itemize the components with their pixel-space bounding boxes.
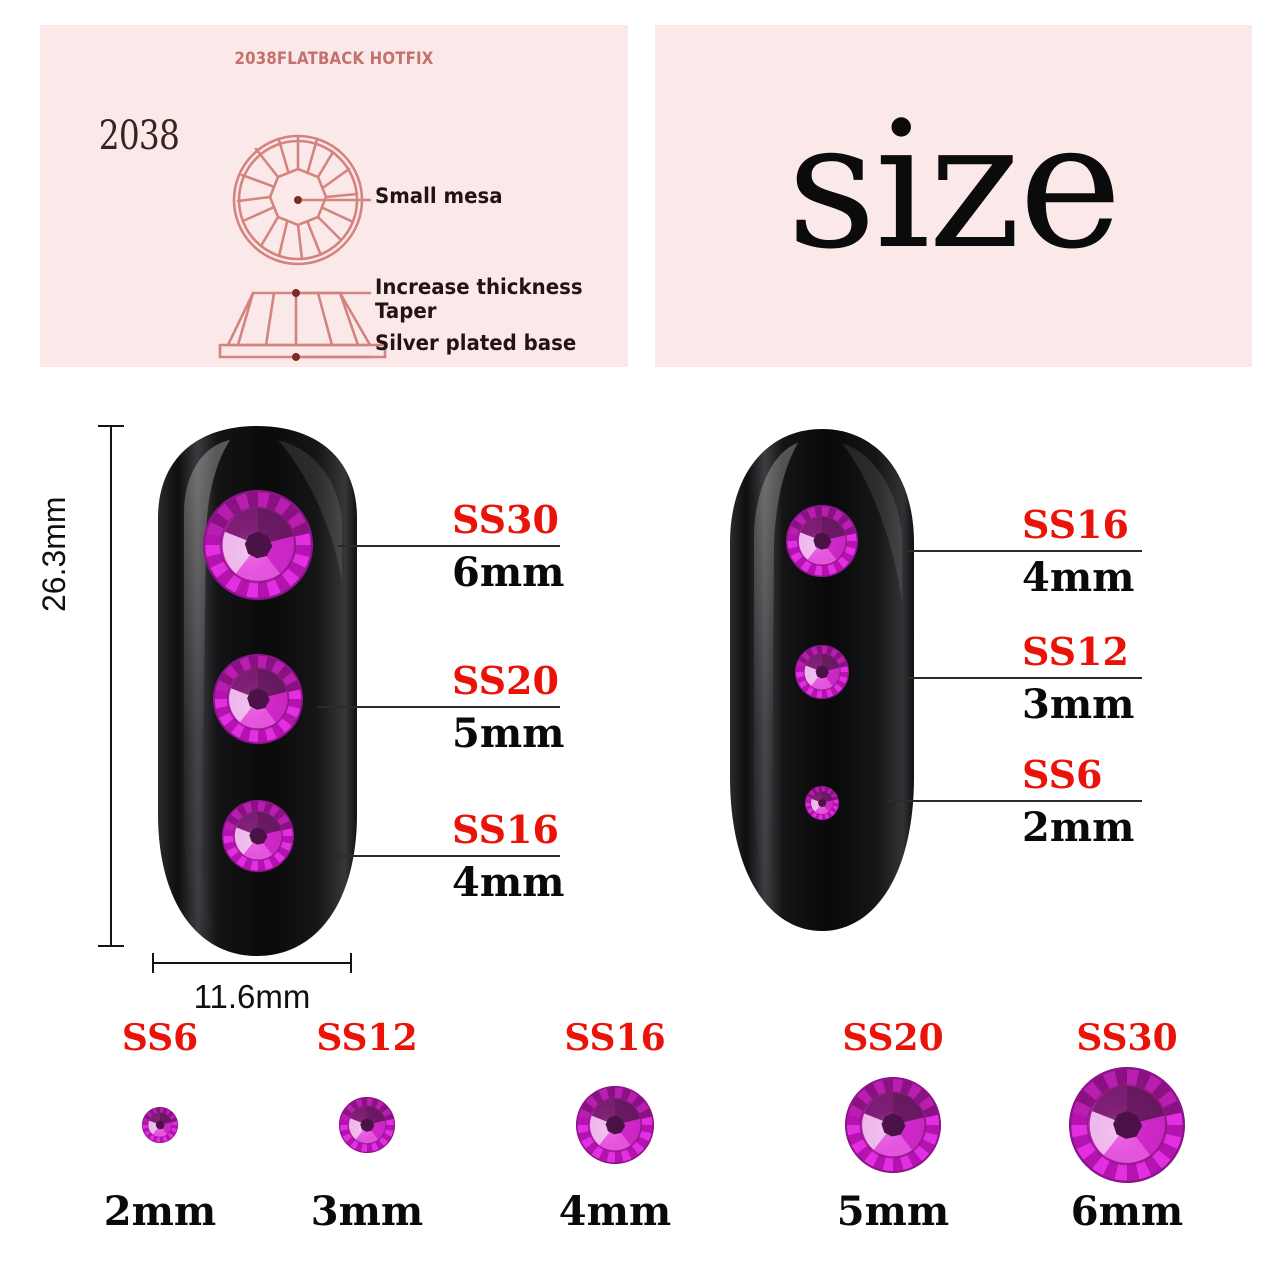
swatch-ss-label: SS20	[842, 1017, 944, 1059]
nail-height-label: 26.3mm	[36, 496, 72, 612]
rhinestone-icon	[1069, 1067, 1185, 1183]
size-panel	[655, 25, 1252, 367]
leader-line	[338, 545, 560, 547]
rhinestone-icon	[845, 1077, 941, 1173]
swatch-mm-label: 4mm	[558, 1188, 672, 1235]
callout-ss-label: SS12	[1022, 629, 1129, 674]
nail-height-dimension-line	[98, 425, 124, 947]
callout-mm-label: 4mm	[452, 859, 565, 906]
leader-line	[888, 800, 1142, 802]
leader-line	[905, 677, 1142, 679]
rhinestone-icon	[213, 654, 303, 744]
size-swatch-row: SS6 2mm SS12 3mm SS16 4mm SS20 5mm SS30 6mm	[0, 1020, 1288, 1288]
rhinestone-icon	[222, 800, 294, 872]
swatch-mm-label: 2mm	[103, 1188, 217, 1235]
dimension-tick-right	[350, 953, 352, 973]
rhinestone-right-ss6	[805, 786, 839, 820]
rhinestone-icon	[805, 786, 839, 820]
dimension-tick-top	[98, 425, 124, 427]
size-heading: size	[786, 85, 1123, 289]
swatch-stone	[510, 1066, 720, 1184]
model-number: 2038	[98, 113, 180, 159]
rhinestone-icon	[203, 490, 313, 600]
nail-edge-sheen	[278, 440, 342, 582]
leader-line	[318, 706, 560, 708]
rhinestone-icon	[576, 1086, 654, 1164]
swatch-mm-label: 5mm	[836, 1188, 950, 1235]
callout-mm-label: 6mm	[452, 549, 565, 596]
flatback-diagram	[218, 134, 387, 361]
nail-edge-sheen	[842, 443, 902, 601]
rhinestone-left-ss16	[222, 800, 294, 872]
nail-gloss-highlight	[754, 443, 798, 921]
nail-width-label: 11.6mm	[193, 978, 311, 1015]
callout-ss-label: SS20	[452, 658, 559, 703]
leader-line	[905, 550, 1142, 552]
nail-gloss-highlight	[184, 440, 230, 940]
swatch-ss20: SS20 5mm	[788, 1020, 998, 1232]
side-view-cross-section	[218, 291, 387, 359]
callout-mm-label: 2mm	[1022, 804, 1135, 851]
callout-mm-label: 5mm	[452, 710, 565, 757]
label-silver-plated-base: Silver plated base	[375, 331, 577, 355]
swatch-stone	[262, 1066, 472, 1184]
label-small-mesa: Small mesa	[375, 184, 503, 208]
swatch-ss12: SS12 3mm	[262, 1020, 472, 1232]
swatch-stone	[1022, 1066, 1232, 1184]
rhinestone-left-ss20	[213, 654, 303, 744]
facet-spokes	[236, 134, 359, 261]
swatch-mm-label: 6mm	[1070, 1188, 1184, 1235]
callout-mm-label: 4mm	[1022, 554, 1135, 601]
swatch-ss-label: SS16	[564, 1017, 666, 1059]
swatch-ss30: SS30 6mm	[1022, 1020, 1232, 1232]
rhinestone-icon	[142, 1107, 178, 1143]
rhinestone-icon	[339, 1097, 395, 1153]
swatch-ss-label: SS6	[121, 1017, 199, 1059]
swatch-ss16: SS16 4mm	[510, 1020, 720, 1232]
swatch-stone	[55, 1066, 265, 1184]
panel-title: 2038FLATBACK HOTFIX	[234, 49, 434, 69]
rhinestone-right-ss12	[795, 645, 849, 699]
leader-lines	[294, 198, 372, 359]
callout-ss-label: SS16	[1022, 502, 1129, 547]
callout-ss-label: SS16	[452, 807, 559, 852]
rhinestone-right-ss16	[786, 505, 858, 577]
callout-ss-label: SS6	[1022, 752, 1103, 797]
rhinestone-left-ss30	[203, 490, 313, 600]
label-taper: Taper	[375, 299, 437, 323]
rhinestone-icon	[786, 505, 858, 577]
nail-width-dimension-line	[152, 953, 352, 973]
leader-line	[338, 855, 560, 857]
flatback-info-panel: 2038FLATBACK HOTFIX 2038	[40, 25, 628, 367]
dimension-tick-bottom	[98, 945, 124, 947]
dimension-tick-left	[152, 953, 154, 973]
swatch-mm-label: 3mm	[310, 1188, 424, 1235]
swatch-ss6: SS6 2mm	[55, 1020, 265, 1232]
callout-ss-label: SS30	[452, 497, 559, 542]
leader-dots	[292, 196, 302, 361]
swatch-ss-label: SS12	[316, 1017, 418, 1059]
swatch-stone	[788, 1066, 998, 1184]
callout-mm-label: 3mm	[1022, 681, 1135, 728]
label-increase-thickness: Increase thickness	[375, 275, 583, 299]
swatch-ss-label: SS30	[1076, 1017, 1178, 1059]
rhinestone-icon	[795, 645, 849, 699]
